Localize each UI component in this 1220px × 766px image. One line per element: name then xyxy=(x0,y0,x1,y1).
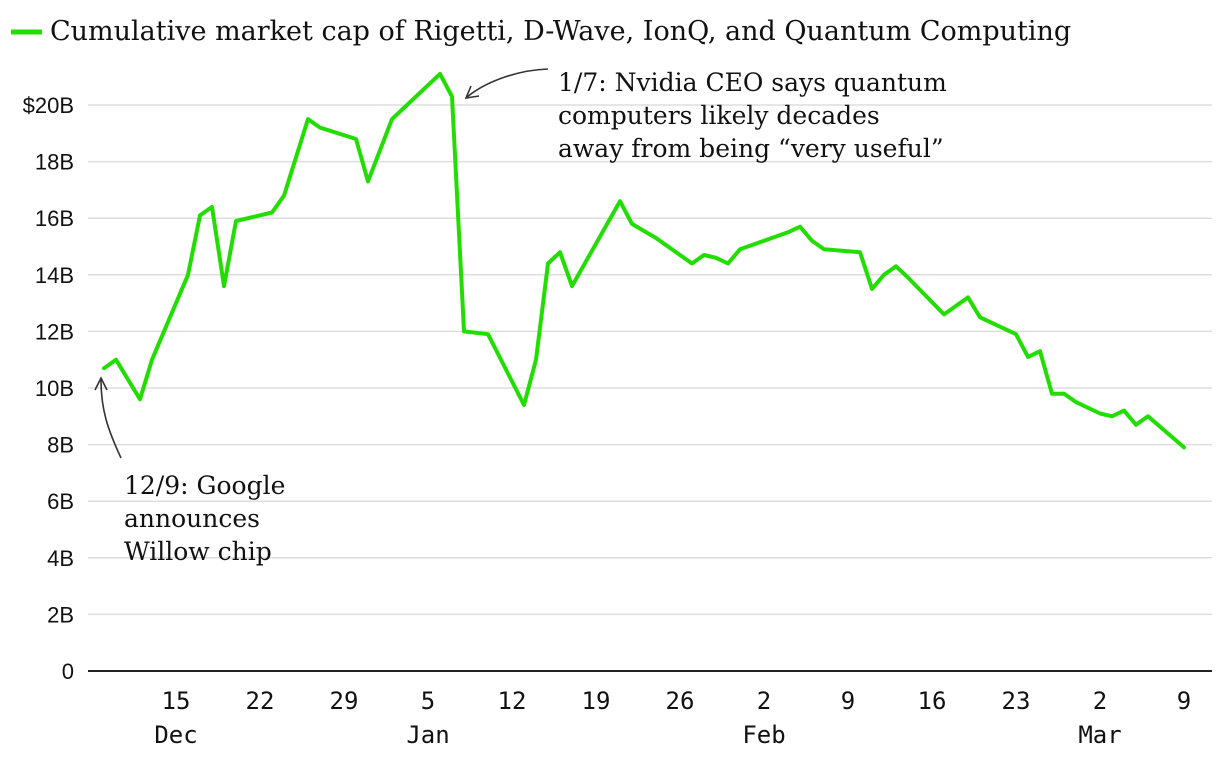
month-label: Dec xyxy=(154,721,197,749)
x-tick-label: 2 xyxy=(1093,687,1107,715)
x-tick-label: 5 xyxy=(421,687,435,715)
month-label: Feb xyxy=(742,721,785,749)
y-tick-label: 2B xyxy=(47,602,74,627)
x-tick-label: 9 xyxy=(1177,687,1191,715)
y-tick-label: 14B xyxy=(35,263,74,288)
x-tick-label: 16 xyxy=(918,687,947,715)
x-tick-label: 9 xyxy=(841,687,855,715)
x-tick-label: 19 xyxy=(582,687,611,715)
annotation-nvidia-line-2: computers likely decades xyxy=(558,101,880,130)
annotation-google: 12/9: Google announces Willow chip xyxy=(94,376,285,566)
y-tick-label: 12B xyxy=(35,319,74,344)
month-labels: Dec Jan Feb Mar xyxy=(154,721,1121,749)
annotation-google-line-3: Willow chip xyxy=(124,537,272,566)
x-axis-labels: 15 22 29 5 12 19 26 2 9 16 23 2 9 xyxy=(162,687,1192,715)
x-tick-label: 2 xyxy=(757,687,771,715)
annotation-arrowhead-google xyxy=(94,376,108,391)
annotation-arrowhead-nvidia xyxy=(464,85,480,100)
y-tick-label: $20B xyxy=(23,93,74,118)
annotation-nvidia-line-1: 1/7: Nvidia CEO says quantum xyxy=(558,68,947,97)
y-tick-label: 0 xyxy=(62,659,74,684)
x-tick-label: 15 xyxy=(162,687,191,715)
x-tick-label: 26 xyxy=(666,687,695,715)
annotation-google-line-1: 12/9: Google xyxy=(124,471,285,500)
legend-label: Cumulative market cap of Rigetti, D-Wave… xyxy=(50,16,1071,47)
x-tick-label: 29 xyxy=(330,687,359,715)
y-tick-label: 10B xyxy=(35,376,74,401)
y-tick-label: 18B xyxy=(35,150,74,175)
annotation-arrow-nvidia xyxy=(466,68,549,98)
annotation-arrow-google xyxy=(100,379,122,459)
y-tick-label: 6B xyxy=(47,489,74,514)
y-tick-label: 4B xyxy=(47,546,74,571)
x-tick-label: 22 xyxy=(246,687,275,715)
month-label: Jan xyxy=(406,721,449,749)
x-tick-label: 23 xyxy=(1002,687,1031,715)
y-tick-label: 8B xyxy=(47,433,74,458)
annotation-nvidia-line-3: away from being “very useful” xyxy=(558,134,944,163)
x-tick-label: 12 xyxy=(498,687,527,715)
legend: Cumulative market cap of Rigetti, D-Wave… xyxy=(11,16,1071,47)
gridlines xyxy=(88,104,1212,616)
y-axis-labels: 0 2B 4B 6B 8B 10B 12B 14B 16B 18B $20B xyxy=(23,93,74,684)
y-tick-label: 16B xyxy=(35,206,74,231)
series-line xyxy=(102,71,1186,450)
month-label: Mar xyxy=(1078,721,1121,749)
annotation-nvidia: 1/7: Nvidia CEO says quantum computers l… xyxy=(464,68,947,163)
annotation-google-line-2: announces xyxy=(124,504,260,533)
